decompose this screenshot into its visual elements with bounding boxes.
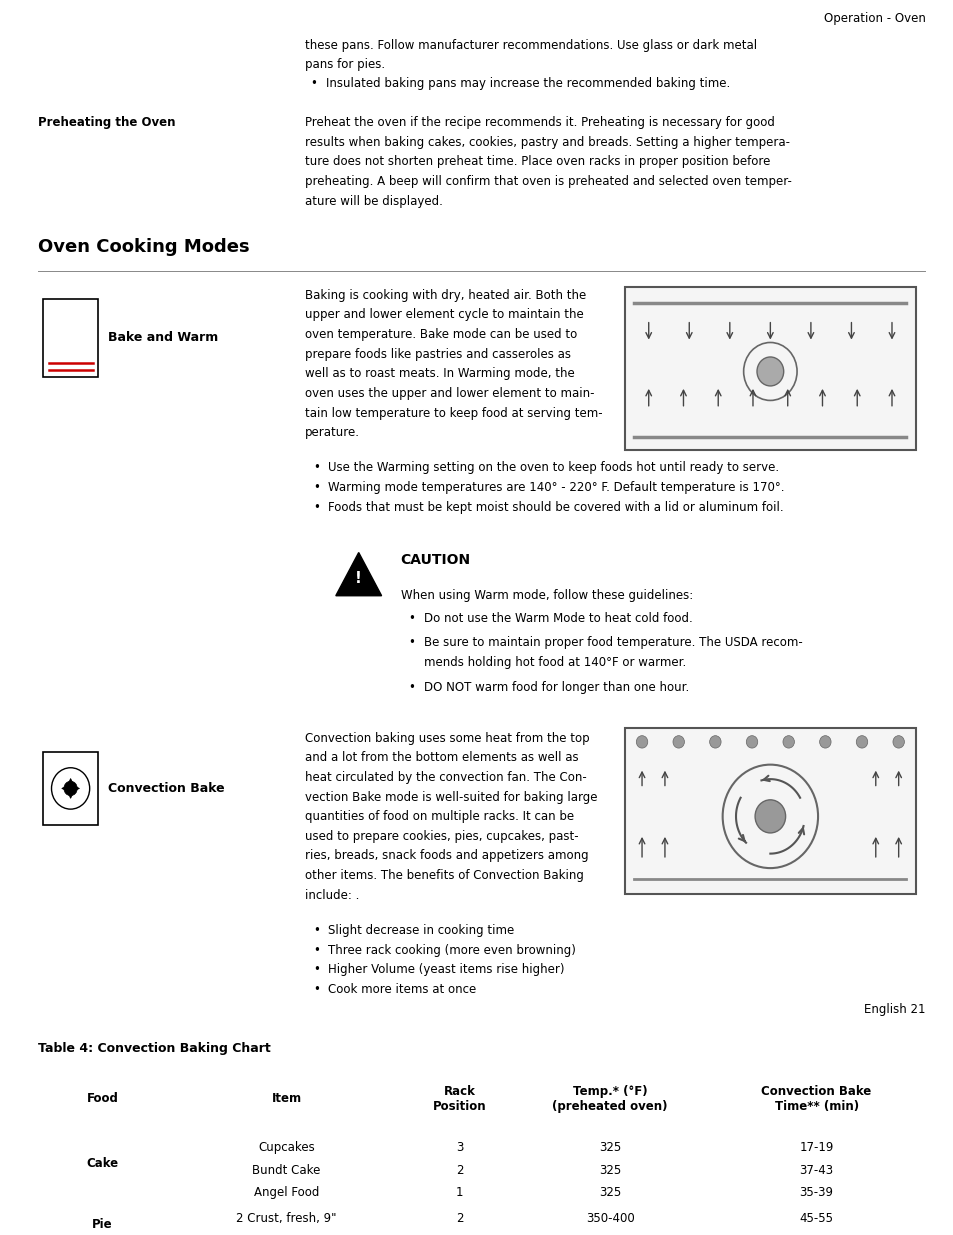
Text: •: • bbox=[408, 611, 415, 625]
Text: used to prepare cookies, pies, cupcakes, past-: used to prepare cookies, pies, cupcakes,… bbox=[305, 830, 578, 842]
Circle shape bbox=[755, 800, 785, 832]
Text: quantities of food on multiple racks. It can be: quantities of food on multiple racks. It… bbox=[305, 810, 574, 824]
Text: Foods that must be kept moist should be covered with a lid or aluminum foil.: Foods that must be kept moist should be … bbox=[328, 501, 783, 514]
Text: oven uses the upper and lower element to main-: oven uses the upper and lower element to… bbox=[305, 387, 594, 400]
Text: •: • bbox=[313, 944, 319, 957]
FancyBboxPatch shape bbox=[38, 1197, 924, 1235]
Text: Rack
Position: Rack Position bbox=[432, 1084, 486, 1113]
Text: Bundt Cake: Bundt Cake bbox=[252, 1163, 320, 1177]
Text: upper and lower element cycle to maintain the: upper and lower element cycle to maintai… bbox=[305, 309, 583, 321]
FancyBboxPatch shape bbox=[38, 1068, 924, 1130]
Text: ries, breads, snack foods and appetizers among: ries, breads, snack foods and appetizers… bbox=[305, 850, 588, 862]
FancyBboxPatch shape bbox=[624, 729, 915, 894]
Text: perature.: perature. bbox=[305, 426, 360, 440]
Text: 1: 1 bbox=[456, 1186, 463, 1199]
Text: Baking is cooking with dry, heated air. Both the: Baking is cooking with dry, heated air. … bbox=[305, 289, 586, 301]
Text: Warming mode temperatures are 140° - 220° F. Default temperature is 170°.: Warming mode temperatures are 140° - 220… bbox=[328, 482, 784, 494]
Text: Do not use the Warm Mode to heat cold food.: Do not use the Warm Mode to heat cold fo… bbox=[423, 611, 692, 625]
Text: Convection Bake
Time** (min): Convection Bake Time** (min) bbox=[760, 1084, 871, 1113]
Circle shape bbox=[636, 736, 647, 748]
Text: these pans. Follow manufacturer recommendations. Use glass or dark metal: these pans. Follow manufacturer recommen… bbox=[305, 40, 757, 52]
Text: Slight decrease in cooking time: Slight decrease in cooking time bbox=[328, 924, 514, 937]
Text: •: • bbox=[310, 77, 316, 90]
Polygon shape bbox=[335, 552, 381, 595]
Circle shape bbox=[64, 782, 77, 795]
Text: prepare foods like pastries and casseroles as: prepare foods like pastries and casserol… bbox=[305, 348, 571, 361]
Text: ature will be displayed.: ature will be displayed. bbox=[305, 195, 443, 207]
Circle shape bbox=[672, 736, 683, 748]
Text: and a lot from the bottom elements as well as: and a lot from the bottom elements as we… bbox=[305, 751, 578, 764]
Text: •: • bbox=[408, 636, 415, 650]
Circle shape bbox=[782, 736, 794, 748]
Text: Higher Volume (yeast items rise higher): Higher Volume (yeast items rise higher) bbox=[328, 963, 564, 977]
Text: 3: 3 bbox=[456, 1141, 462, 1155]
Text: Food: Food bbox=[87, 1092, 118, 1105]
Text: 325: 325 bbox=[598, 1186, 620, 1199]
Text: Be sure to maintain proper food temperature. The USDA recom-: Be sure to maintain proper food temperat… bbox=[423, 636, 801, 650]
Text: Angel Food: Angel Food bbox=[253, 1186, 319, 1199]
FancyBboxPatch shape bbox=[38, 1130, 924, 1197]
Text: heat circulated by the convection fan. The Con-: heat circulated by the convection fan. T… bbox=[305, 771, 586, 784]
Text: •: • bbox=[313, 462, 319, 474]
Text: 2: 2 bbox=[456, 1163, 463, 1177]
Text: include: .: include: . bbox=[305, 889, 359, 902]
Text: •: • bbox=[313, 983, 319, 995]
Text: 37-43: 37-43 bbox=[799, 1163, 833, 1177]
Text: •: • bbox=[313, 482, 319, 494]
Text: Three rack cooking (more even browning): Three rack cooking (more even browning) bbox=[328, 944, 576, 957]
Text: 325: 325 bbox=[598, 1141, 620, 1155]
Text: Table 4: Convection Baking Chart: Table 4: Convection Baking Chart bbox=[38, 1042, 271, 1055]
Text: Temp.* (°F)
(preheated oven): Temp.* (°F) (preheated oven) bbox=[552, 1084, 667, 1113]
Text: Bake and Warm: Bake and Warm bbox=[108, 331, 218, 345]
Text: Preheat the oven if the recipe recommends it. Preheating is necessary for good: Preheat the oven if the recipe recommend… bbox=[305, 116, 775, 128]
Text: •: • bbox=[313, 963, 319, 977]
Text: pans for pies.: pans for pies. bbox=[305, 58, 385, 70]
Circle shape bbox=[892, 736, 903, 748]
Text: ture does not shorten preheat time. Place oven racks in proper position before: ture does not shorten preheat time. Plac… bbox=[305, 156, 770, 168]
Text: Use the Warming setting on the oven to keep foods hot until ready to serve.: Use the Warming setting on the oven to k… bbox=[328, 462, 779, 474]
Text: Cake: Cake bbox=[86, 1157, 118, 1170]
Text: 45-55: 45-55 bbox=[799, 1213, 833, 1225]
Text: results when baking cakes, cookies, pastry and breads. Setting a higher tempera-: results when baking cakes, cookies, past… bbox=[305, 136, 789, 148]
Text: oven temperature. Bake mode can be used to: oven temperature. Bake mode can be used … bbox=[305, 329, 577, 341]
Circle shape bbox=[757, 357, 782, 387]
Text: Preheating the Oven: Preheating the Oven bbox=[38, 116, 175, 128]
Text: Cupcakes: Cupcakes bbox=[258, 1141, 314, 1155]
Text: well as to roast meats. In Warming mode, the: well as to roast meats. In Warming mode,… bbox=[305, 367, 575, 380]
Text: DO NOT warm food for longer than one hour.: DO NOT warm food for longer than one hou… bbox=[423, 680, 688, 694]
Text: Cook more items at once: Cook more items at once bbox=[328, 983, 476, 995]
Circle shape bbox=[709, 736, 720, 748]
Text: Item: Item bbox=[271, 1092, 301, 1105]
Circle shape bbox=[819, 736, 830, 748]
Circle shape bbox=[745, 736, 757, 748]
Text: Pie: Pie bbox=[91, 1218, 112, 1230]
Text: English 21: English 21 bbox=[863, 1003, 924, 1016]
Text: 35-39: 35-39 bbox=[799, 1186, 833, 1199]
Text: Operation - Oven: Operation - Oven bbox=[822, 12, 924, 26]
Text: vection Bake mode is well-suited for baking large: vection Bake mode is well-suited for bak… bbox=[305, 790, 598, 804]
Text: CAUTION: CAUTION bbox=[400, 552, 471, 567]
FancyBboxPatch shape bbox=[43, 299, 98, 377]
Text: Oven Cooking Modes: Oven Cooking Modes bbox=[38, 238, 250, 256]
FancyBboxPatch shape bbox=[43, 752, 98, 825]
Circle shape bbox=[856, 736, 867, 748]
Text: other items. The benefits of Convection Baking: other items. The benefits of Convection … bbox=[305, 869, 583, 882]
Text: preheating. A beep will confirm that oven is preheated and selected oven temper-: preheating. A beep will confirm that ove… bbox=[305, 175, 791, 188]
Text: mends holding hot food at 140°F or warmer.: mends holding hot food at 140°F or warme… bbox=[423, 656, 685, 669]
Text: Convection Bake: Convection Bake bbox=[108, 782, 224, 795]
Text: 17-19: 17-19 bbox=[799, 1141, 833, 1155]
Text: •: • bbox=[313, 501, 319, 514]
Text: 2: 2 bbox=[456, 1213, 463, 1225]
Text: •: • bbox=[313, 924, 319, 937]
Text: Insulated baking pans may increase the recommended baking time.: Insulated baking pans may increase the r… bbox=[326, 77, 730, 90]
Text: •: • bbox=[408, 680, 415, 694]
Text: 325: 325 bbox=[598, 1163, 620, 1177]
Text: !: ! bbox=[355, 571, 362, 585]
Text: 2 Crust, fresh, 9": 2 Crust, fresh, 9" bbox=[236, 1213, 336, 1225]
Text: Convection baking uses some heat from the top: Convection baking uses some heat from th… bbox=[305, 731, 589, 745]
Text: 350-400: 350-400 bbox=[585, 1213, 634, 1225]
Text: When using Warm mode, follow these guidelines:: When using Warm mode, follow these guide… bbox=[400, 589, 692, 601]
Text: tain low temperature to keep food at serving tem-: tain low temperature to keep food at ser… bbox=[305, 406, 602, 420]
FancyBboxPatch shape bbox=[624, 287, 915, 450]
